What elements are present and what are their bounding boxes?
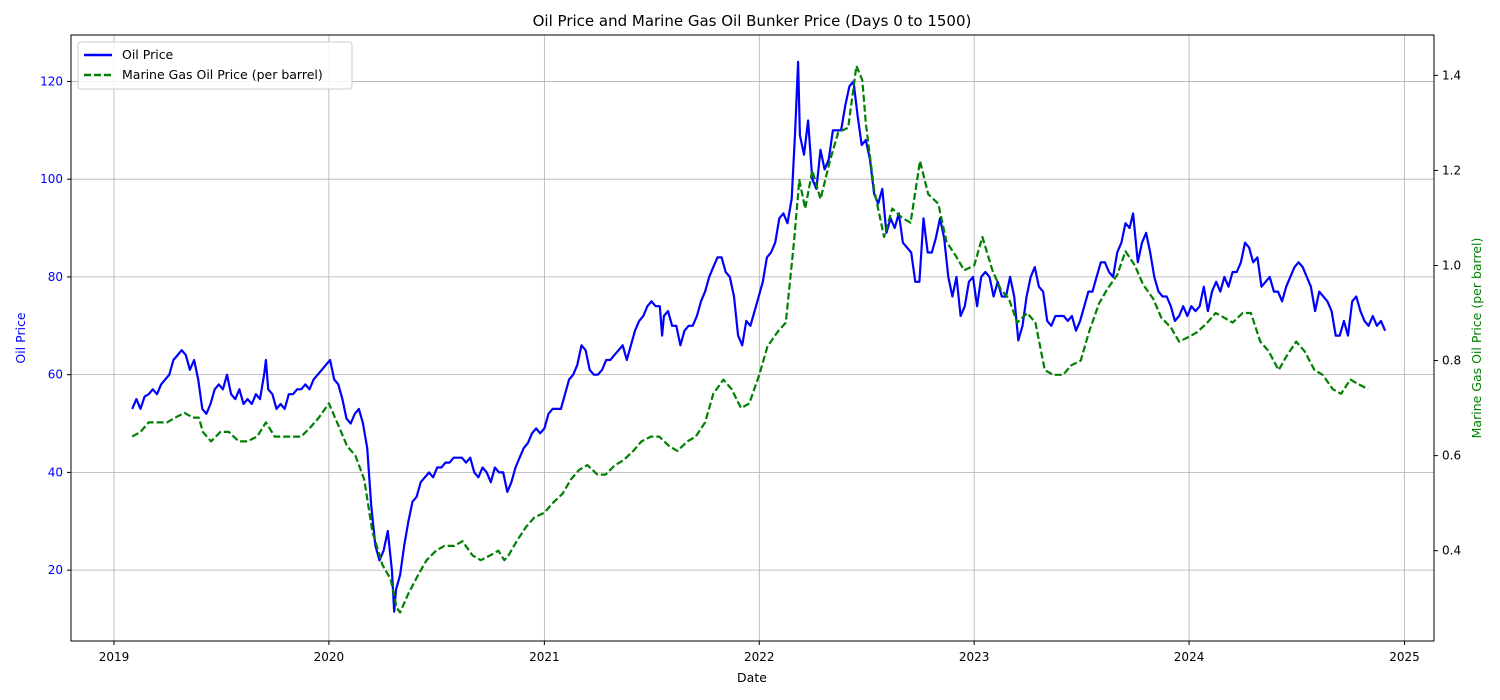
x-tick-label: 2023 — [959, 650, 990, 664]
y-tick-label-left: 40 — [48, 465, 63, 479]
series-line-oil-price — [131, 60, 1387, 613]
y-tick-label-right: 1.2 — [1442, 163, 1461, 177]
y-tick-label-left: 120 — [40, 74, 63, 88]
y-axis-right: 0.4 0.6 0.8 1.0 1.2 1.4 — [1434, 68, 1461, 558]
grid — [71, 35, 1434, 641]
x-tick-label: 2022 — [744, 650, 775, 664]
x-tick-label: 2025 — [1389, 650, 1420, 664]
y-tick-label-right: 0.4 — [1442, 544, 1461, 558]
y-tick-label-right: 0.6 — [1442, 449, 1461, 463]
x-tick-label: 2021 — [529, 650, 560, 664]
legend-box — [77, 41, 353, 90]
y-axis-left: 20 40 60 80 100 120 — [40, 74, 71, 577]
legend-label-oil-price: Oil Price — [122, 47, 174, 62]
x-axis: 2019 2020 2021 2022 2023 2024 2025 — [99, 641, 1420, 664]
plot-lines — [131, 60, 1387, 614]
y-tick-label-left: 100 — [40, 172, 63, 186]
legend-label-marine-gas-oil: Marine Gas Oil Price (per barrel) — [122, 67, 323, 82]
y-tick-label-right: 1.4 — [1442, 68, 1461, 82]
y-tick-label-right: 1.0 — [1442, 259, 1461, 273]
y-tick-label-right: 0.8 — [1442, 354, 1461, 368]
series-line-marine-gas-oil — [131, 64, 1369, 614]
legend: Oil Price Marine Gas Oil Price (per barr… — [77, 41, 353, 90]
y-tick-label-left: 60 — [48, 368, 63, 382]
x-axis-label: Date — [737, 670, 767, 685]
y-tick-label-left: 80 — [48, 270, 63, 284]
chart-title: Oil Price and Marine Gas Oil Bunker Pric… — [533, 12, 972, 30]
y-axis-left-label: Oil Price — [13, 312, 28, 364]
plot-frame — [70, 34, 1435, 642]
x-tick-label: 2024 — [1174, 650, 1205, 664]
y-axis-right-label: Marine Gas Oil Price (per barrel) — [1469, 238, 1484, 439]
y-tick-label-left: 20 — [48, 563, 63, 577]
x-tick-label: 2020 — [314, 650, 345, 664]
x-tick-label: 2019 — [99, 650, 130, 664]
